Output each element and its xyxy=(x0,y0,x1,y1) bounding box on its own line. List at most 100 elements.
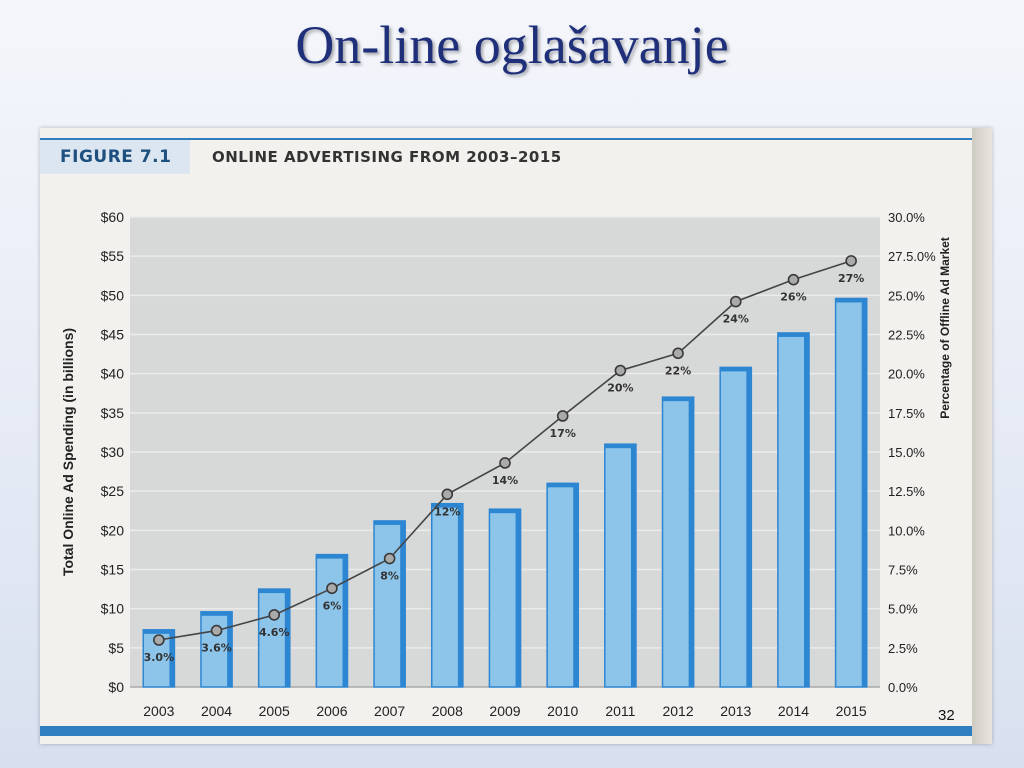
x-tick-label: 2015 xyxy=(836,703,867,719)
page-edge xyxy=(972,128,992,744)
bar-shade xyxy=(804,332,810,687)
line-point xyxy=(499,457,511,469)
bar xyxy=(200,611,233,688)
bar-cap xyxy=(374,520,406,525)
y-tick-label: $35 xyxy=(101,405,125,421)
line-point xyxy=(787,273,800,286)
y-tick-label: $15 xyxy=(101,562,125,578)
x-tick-label: 2014 xyxy=(778,703,809,719)
y-tick-label: $40 xyxy=(101,366,125,382)
y-axis-title: Total Online Ad Spending (in billions) xyxy=(60,328,76,576)
slide-number: 32 xyxy=(938,707,955,724)
bar-cap xyxy=(777,332,810,337)
y2-tick-label: 0.0% xyxy=(888,680,918,695)
x-tick-label: 2006 xyxy=(316,703,347,719)
line-point xyxy=(556,410,569,422)
y-tick-label: $50 xyxy=(101,287,125,303)
bar-shade xyxy=(284,589,290,687)
point-label: 12% xyxy=(434,505,460,518)
figure-panel: FIGURE 7.1 ONLINE ADVERTISING FROM 2003–… xyxy=(40,128,992,744)
bar-cap xyxy=(200,611,233,616)
line-point xyxy=(326,582,338,595)
bar-cap xyxy=(489,509,521,514)
bar-shade xyxy=(169,629,175,687)
point-label: 8% xyxy=(380,570,399,583)
y-tick-label: $20 xyxy=(101,522,125,538)
point-label: 3.6% xyxy=(201,642,232,655)
bar-cap xyxy=(604,444,636,449)
y2-tick-label: 12.5% xyxy=(888,484,925,499)
y2-axis-title: Percentage of Offline Ad Market xyxy=(938,237,952,419)
bar-cap xyxy=(431,503,463,508)
bar xyxy=(834,297,868,688)
bar xyxy=(315,553,349,688)
x-tick-label: 2009 xyxy=(489,703,520,719)
point-label: 14% xyxy=(492,474,518,487)
x-tick-label: 2011 xyxy=(605,703,635,719)
bar-cap xyxy=(662,397,694,402)
x-tick-label: 2003 xyxy=(143,703,174,719)
bar-shade xyxy=(573,483,579,687)
figure-bottom-bar xyxy=(40,726,992,736)
y2-tick-label: 2.5% xyxy=(888,641,918,656)
x-tick-label: 2007 xyxy=(374,703,405,719)
bar-line-chart: $0 $5 $10 $15 $20 $25 $30 $35 $40 $45 $50 $55 $60 0.0… xyxy=(60,209,952,719)
point-label: 6% xyxy=(323,599,342,612)
x-tick-label: 2010 xyxy=(547,703,578,719)
y2-tick-label: 5.0% xyxy=(888,602,918,617)
point-label: 20% xyxy=(607,382,633,395)
bar-cap xyxy=(547,483,579,488)
y-tick-label: $60 xyxy=(101,209,125,225)
figure-header: FIGURE 7.1 ONLINE ADVERTISING FROM 2003–… xyxy=(40,138,972,174)
y2-tick-label: 7.5% xyxy=(888,563,918,578)
point-label: 26% xyxy=(780,291,806,304)
bar-shade xyxy=(630,444,636,687)
bar xyxy=(488,508,522,688)
slide-title: On-line oglašavanje xyxy=(295,15,729,75)
bar-shade xyxy=(515,509,521,687)
line-point xyxy=(383,552,396,565)
bar-shade xyxy=(688,397,694,687)
y2-tick-label: 27.5.0% xyxy=(888,249,936,264)
point-label: 3.0% xyxy=(144,651,175,664)
line-point xyxy=(268,609,281,621)
line-point xyxy=(210,624,223,637)
y-tick-label: $10 xyxy=(101,601,125,617)
point-label: 27% xyxy=(838,272,864,285)
bar-shade xyxy=(227,611,233,687)
bar-shade xyxy=(746,367,752,687)
y-tick-label: $5 xyxy=(108,640,124,656)
y-tick-label: $30 xyxy=(101,444,125,460)
y2-tick-label: 20.0% xyxy=(888,367,925,382)
x-tick-label: 2012 xyxy=(662,703,693,719)
y-tick-label: $45 xyxy=(101,327,125,343)
line-point xyxy=(153,634,165,646)
bar-cap xyxy=(835,298,867,303)
point-label: 4.6% xyxy=(259,626,290,639)
point-label: 24% xyxy=(723,313,749,326)
figure-label: FIGURE 7.1 xyxy=(40,140,190,174)
y2-tick-label: 25.0% xyxy=(888,288,925,303)
bar-shade xyxy=(400,520,406,687)
y2-tick-label: 30.0% xyxy=(888,210,925,225)
y-tick-label: $25 xyxy=(101,483,125,499)
line-point xyxy=(672,347,684,360)
point-label: 22% xyxy=(665,364,691,377)
line-point xyxy=(729,295,742,308)
y2-tick-label: 15.0% xyxy=(888,445,925,460)
bar-cap xyxy=(143,629,175,634)
y2-tick-label: 17.5% xyxy=(888,406,925,421)
figure-caption: ONLINE ADVERTISING FROM 2003–2015 xyxy=(212,148,562,166)
point-label: 17% xyxy=(550,427,576,440)
y-tick-label: $55 xyxy=(101,248,125,264)
y2-tick-label: 10.0% xyxy=(888,523,925,538)
x-tick-label: 2008 xyxy=(432,703,463,719)
bar-cap xyxy=(258,589,290,594)
bar xyxy=(604,443,637,688)
line-point xyxy=(845,255,857,267)
y2-tick-label: 22.5% xyxy=(888,328,925,343)
bar-shade xyxy=(457,503,463,687)
line-point xyxy=(441,488,454,501)
bar-cap xyxy=(720,367,752,372)
bar xyxy=(546,482,580,688)
